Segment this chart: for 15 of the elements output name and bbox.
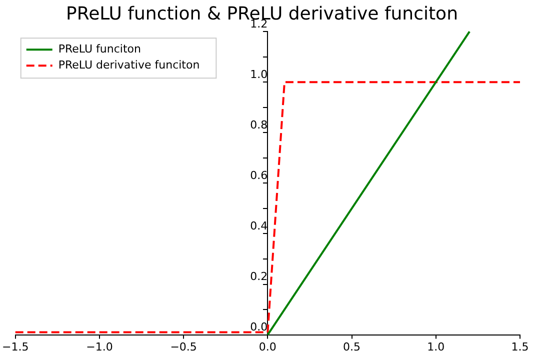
x-tick-label: 0.5 xyxy=(343,340,361,354)
y-tick-label: 0.8 xyxy=(250,118,268,132)
y-tick-label: 0.0 xyxy=(250,320,268,334)
y-tick-label: 0.4 xyxy=(250,220,268,233)
x-tick-label: −1.0 xyxy=(86,340,113,354)
x-tick-label: 0.0 xyxy=(258,340,276,354)
x-tick-label: 1.5 xyxy=(511,340,529,354)
y-tick-label: 0.6 xyxy=(250,169,268,182)
x-tick-label: −1.5 xyxy=(2,340,29,354)
legend-label: PReLU derivative funciton xyxy=(58,58,200,72)
y-tick-label: 1.0 xyxy=(250,68,268,81)
y-tick-label: 0.2 xyxy=(250,270,268,284)
legend-label: PReLU funciton xyxy=(58,42,141,56)
x-tick-label: 1.0 xyxy=(427,340,445,354)
x-tick-label: −0.5 xyxy=(170,340,197,354)
